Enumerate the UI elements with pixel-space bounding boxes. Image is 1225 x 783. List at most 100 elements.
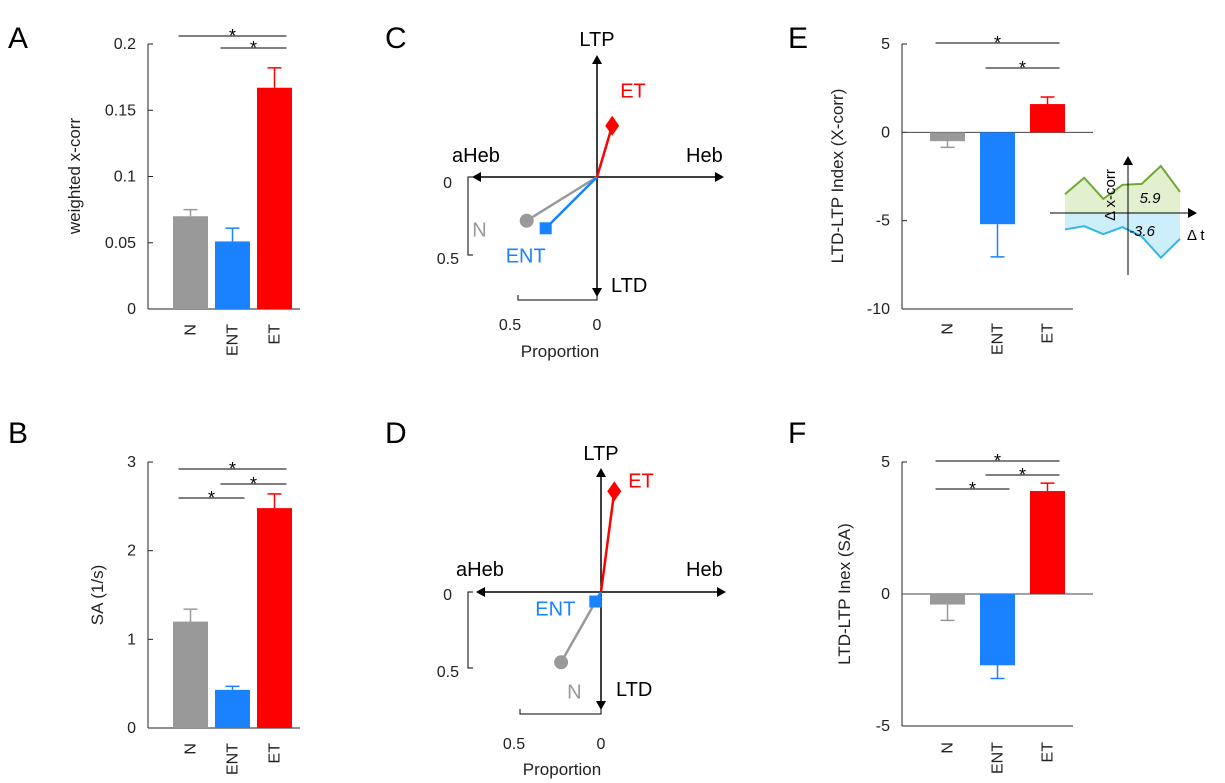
point-label-n: N bbox=[567, 681, 581, 703]
bar-ent bbox=[215, 241, 250, 309]
x-scale-zero: 0 bbox=[597, 736, 606, 753]
inset-x-label: Δ t bbox=[1187, 227, 1205, 244]
y-scale-zero: 0 bbox=[443, 587, 452, 604]
axis-label-heb: Heb bbox=[686, 559, 723, 581]
y-tick-label: 0.05 bbox=[105, 235, 136, 252]
y-tick-label: 0 bbox=[127, 301, 136, 318]
significance-star: * bbox=[1019, 465, 1026, 485]
bar-n bbox=[173, 216, 208, 309]
y-tick-label: -5 bbox=[876, 718, 890, 735]
axis-label-aheb: aHeb bbox=[452, 145, 500, 167]
arrow-right-icon bbox=[717, 587, 726, 597]
inset-negative-line bbox=[1064, 225, 1181, 260]
point-label-ent: ENT bbox=[506, 245, 546, 267]
y-tick-label: 0 bbox=[127, 720, 136, 737]
marker-n bbox=[554, 655, 569, 670]
panel-label: D bbox=[385, 417, 407, 450]
y-scale-zero: 0 bbox=[443, 175, 452, 192]
arrow-right-icon bbox=[715, 172, 724, 182]
y-tick-label: 0.15 bbox=[105, 102, 136, 119]
inset-negative-area bbox=[1065, 213, 1180, 258]
category-label: ET bbox=[1040, 742, 1057, 763]
category-label: N bbox=[940, 742, 957, 754]
bar-ent bbox=[215, 689, 250, 728]
x-scale-bracket bbox=[519, 709, 602, 715]
y-scale-bracket bbox=[467, 176, 473, 256]
panel-b: B 0 1 2 3 SA (1/s) N ENT ET * * * bbox=[8, 417, 300, 775]
y-scale-end: 0.5 bbox=[437, 251, 459, 268]
axis-label-ltd: LTD bbox=[611, 275, 647, 297]
vector-et bbox=[599, 491, 616, 593]
significance-star: * bbox=[969, 479, 976, 499]
y-scale-end: 0.5 bbox=[437, 664, 459, 681]
point-label-et: ET bbox=[628, 470, 654, 492]
marker-et bbox=[607, 481, 622, 502]
inset-y-label: Δ x-corr bbox=[1102, 169, 1119, 221]
axis-label-ltp: LTP bbox=[583, 443, 618, 465]
inset-arrow-up-icon bbox=[1123, 156, 1133, 165]
y-tick-label: 0 bbox=[881, 124, 890, 141]
x-scale-zero: 0 bbox=[593, 317, 602, 334]
bar-ent bbox=[980, 594, 1015, 666]
axis-label-aheb: aHeb bbox=[456, 559, 504, 581]
panel-f: F -5 0 5 LTD-LTP Inex (SA) N ENT ET * * * bbox=[788, 417, 1093, 774]
vector-n bbox=[526, 175, 598, 222]
marker-ent bbox=[589, 595, 602, 608]
bar-n bbox=[930, 132, 965, 142]
panel-e: E -10 -5 0 5 LTD-LTP Index (X-corr) N ENT ET * * Δ … bbox=[788, 22, 1205, 355]
bar-et bbox=[1030, 104, 1065, 133]
category-label: N bbox=[940, 323, 957, 335]
arrow-up-icon bbox=[596, 468, 606, 477]
bar-et bbox=[257, 87, 292, 309]
y-tick-label: 0.2 bbox=[114, 36, 136, 53]
panel-label: A bbox=[8, 22, 28, 55]
y-tick-label: 1 bbox=[127, 631, 136, 648]
panel-label: C bbox=[385, 22, 407, 55]
arrow-left-icon bbox=[476, 587, 485, 597]
category-label: N bbox=[183, 324, 200, 336]
x-scale-bracket bbox=[517, 295, 598, 301]
axis-label-ltd: LTD bbox=[616, 679, 652, 701]
significance-star: * bbox=[250, 474, 257, 494]
y-tick-label: -5 bbox=[876, 213, 890, 230]
y-tick-label: 2 bbox=[127, 543, 136, 560]
x-scale-label: Proportion bbox=[523, 760, 601, 779]
marker-n bbox=[519, 213, 534, 228]
category-label: ET bbox=[1040, 323, 1057, 344]
x-scale-end: 0.5 bbox=[499, 317, 521, 334]
axis-label-ltp: LTP bbox=[579, 29, 614, 51]
category-label: N bbox=[183, 743, 200, 755]
category-label: ET bbox=[267, 743, 284, 764]
inset-positive-value: 5.9 bbox=[1140, 190, 1162, 207]
x-scale-label: Proportion bbox=[521, 342, 599, 361]
panel-d: D LTP LTD aHeb Heb 0 0.5 0 0.5 Proportion N ENT ET bbox=[385, 417, 726, 779]
inset-positive-line bbox=[1064, 164, 1181, 201]
vector-et bbox=[595, 125, 614, 178]
panel-label: B bbox=[8, 417, 28, 450]
arrow-left-icon bbox=[472, 172, 481, 182]
marker-et bbox=[605, 115, 620, 136]
bar-n bbox=[173, 621, 208, 728]
category-label: ENT bbox=[990, 323, 1007, 355]
y-tick-label: 3 bbox=[127, 454, 136, 471]
significance-star: * bbox=[994, 33, 1001, 53]
point-label-n: N bbox=[472, 220, 486, 242]
bar-ent bbox=[980, 132, 1015, 225]
arrow-up-icon bbox=[592, 55, 602, 64]
inset-arrow-right-icon bbox=[1188, 208, 1197, 218]
y-tick-label: 0 bbox=[881, 586, 890, 603]
category-label: ENT bbox=[990, 742, 1007, 774]
bar-n bbox=[930, 594, 965, 605]
inset-negative-value: -3.6 bbox=[1129, 223, 1156, 240]
y-axis-label: SA (1/s) bbox=[88, 565, 107, 625]
panel-label: F bbox=[788, 417, 806, 450]
panel-label: E bbox=[788, 22, 808, 55]
point-label-et: ET bbox=[620, 81, 646, 103]
y-axis-label: weighted x-corr bbox=[65, 118, 84, 236]
y-axis-label: LTD-LTP Index (X-corr) bbox=[828, 89, 847, 264]
marker-ent bbox=[539, 222, 552, 235]
y-scale-bracket bbox=[467, 591, 473, 669]
y-tick-label: 0.1 bbox=[114, 169, 136, 186]
